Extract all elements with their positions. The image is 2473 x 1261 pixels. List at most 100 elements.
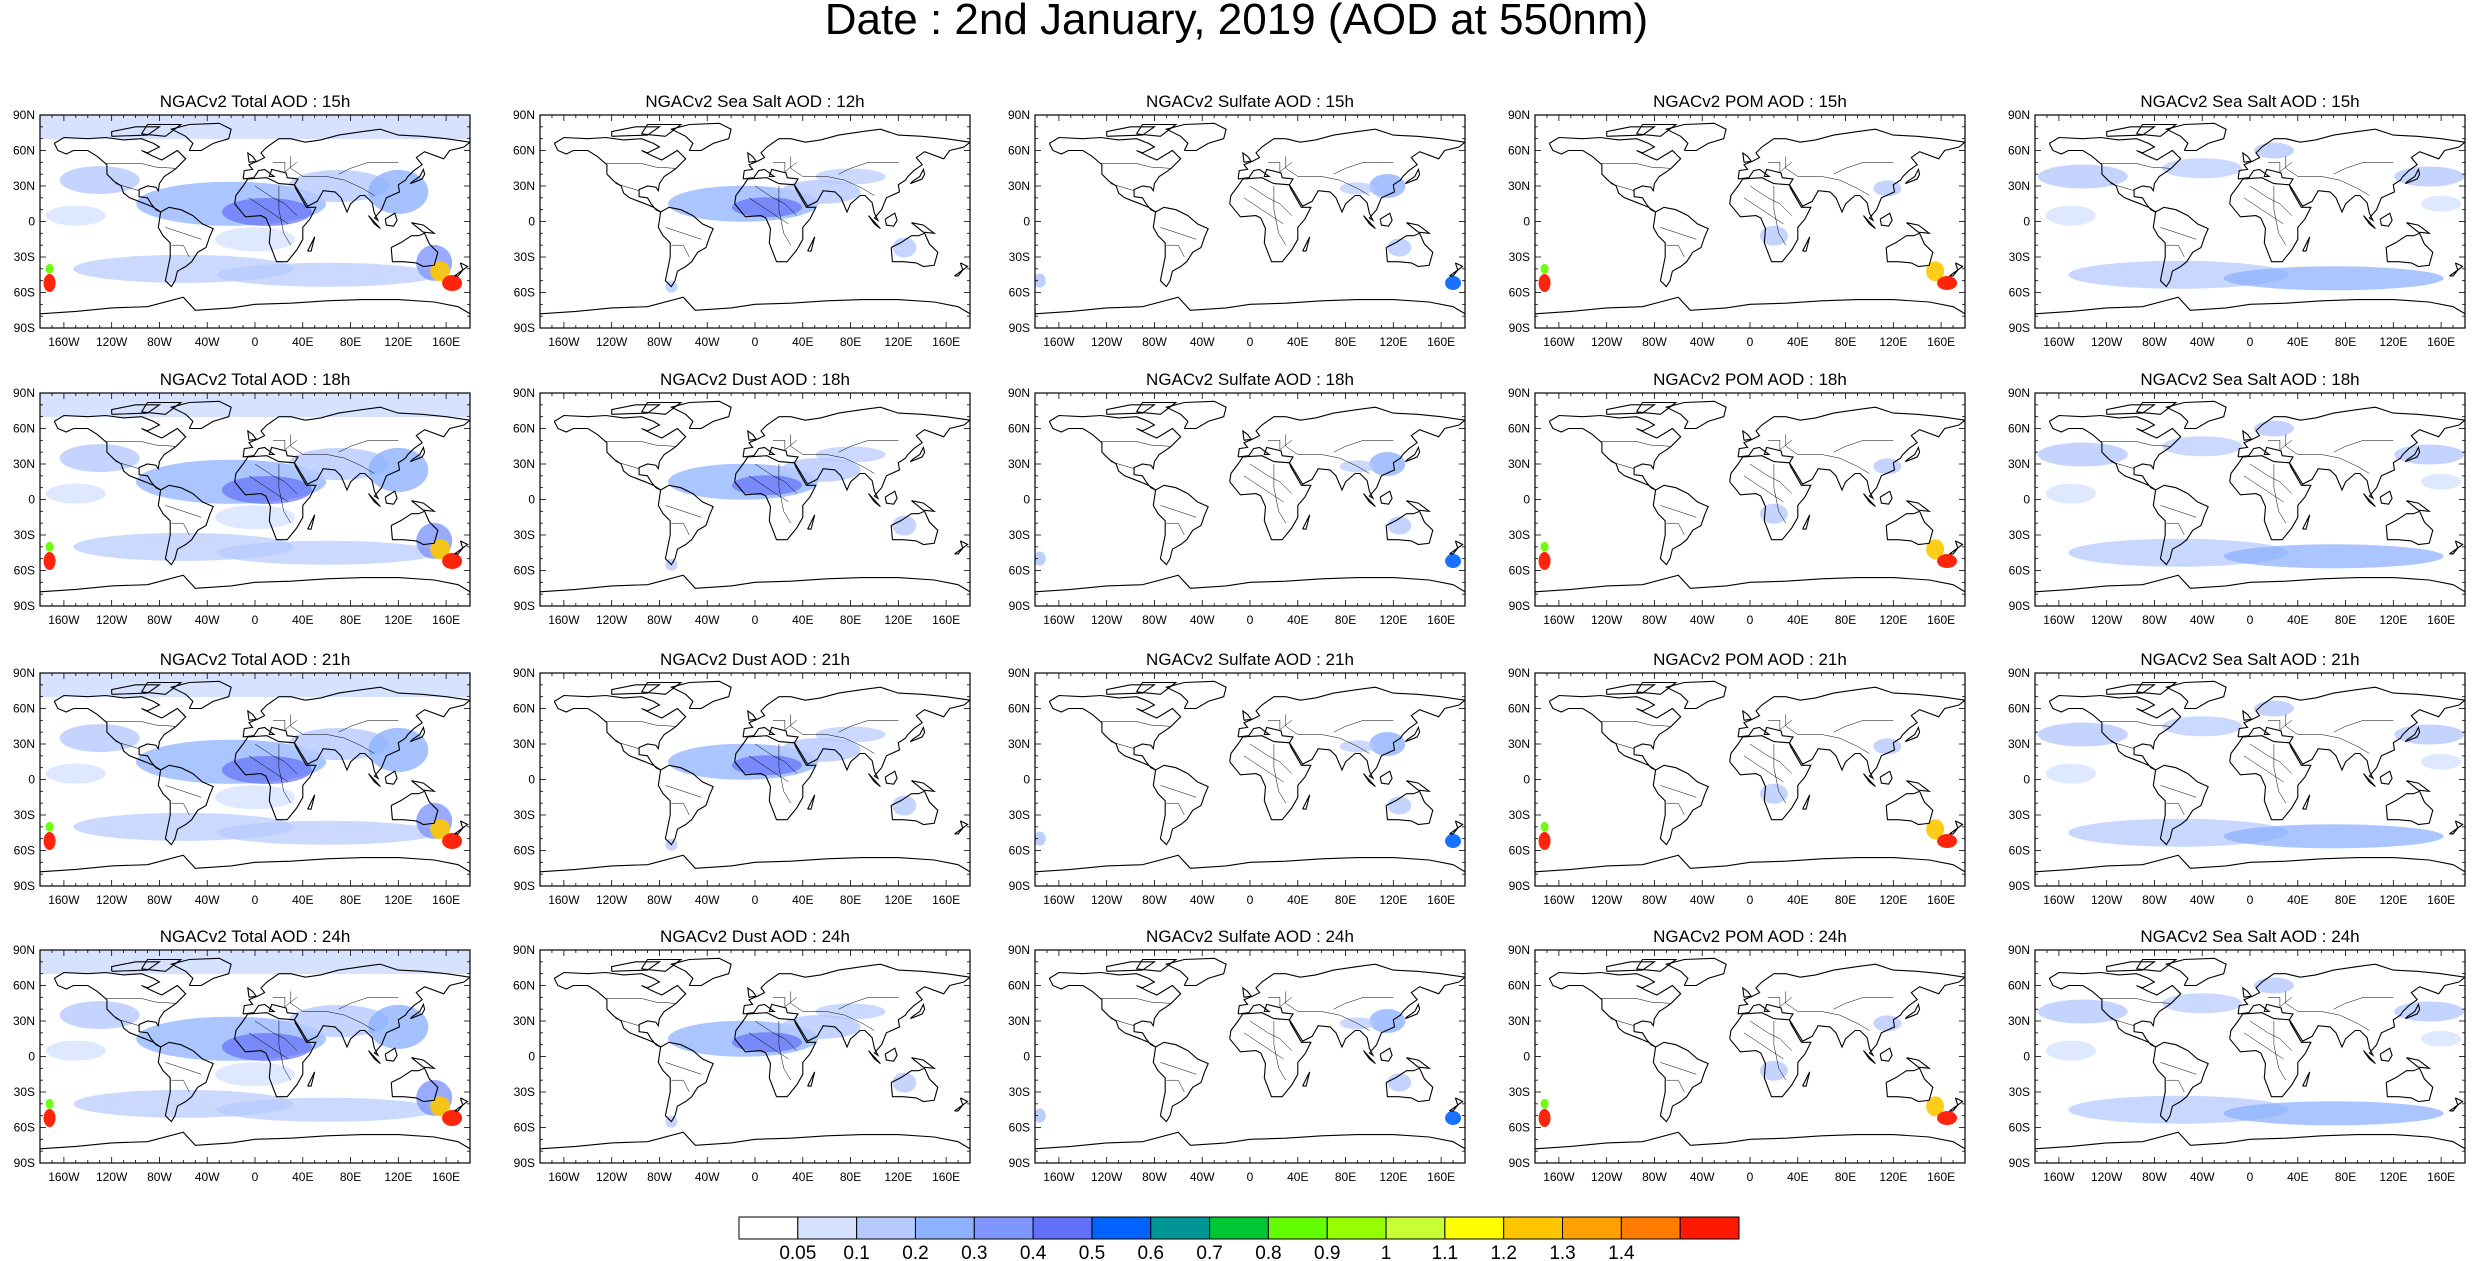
lat-tick-label: 0 bbox=[1523, 493, 1530, 507]
country-border bbox=[2285, 991, 2370, 1031]
country-border bbox=[105, 163, 176, 169]
coastline bbox=[611, 404, 662, 415]
coastline bbox=[959, 262, 969, 271]
coastline bbox=[1885, 790, 1934, 826]
coastline bbox=[2048, 971, 2182, 1048]
lat-tick-label: 60N bbox=[513, 702, 535, 716]
coastline bbox=[169, 122, 232, 152]
coastline bbox=[1136, 681, 1178, 695]
coastline bbox=[1035, 574, 1465, 593]
coastline bbox=[1885, 510, 1934, 546]
lon-tick-label: 80E bbox=[1335, 613, 1356, 627]
lat-tick-label: 60S bbox=[14, 564, 35, 578]
lon-tick-label: 0 bbox=[1747, 893, 1754, 907]
lon-tick-label: 160W bbox=[2043, 1170, 2075, 1184]
map-plot: 90N 60N 30N 0 30S 60S 90S 160W 120W 80W 40W 0 40E 80E… bbox=[2008, 108, 2466, 349]
coastline bbox=[2229, 455, 2312, 541]
coastline bbox=[2152, 1041, 2209, 1123]
coastline bbox=[1379, 770, 1393, 785]
coastline bbox=[390, 232, 439, 268]
coastline bbox=[807, 236, 816, 252]
lat-tick-label: 90N bbox=[513, 386, 535, 400]
coastline bbox=[307, 1071, 316, 1087]
country-border bbox=[1773, 744, 1787, 804]
country-border bbox=[2249, 185, 2292, 216]
lon-tick-label: 40W bbox=[1190, 335, 1215, 349]
country-border bbox=[115, 461, 140, 469]
coastline bbox=[409, 445, 426, 463]
coastline bbox=[454, 269, 464, 277]
lon-tick-label: 160E bbox=[1927, 613, 1955, 627]
country-border bbox=[1110, 183, 1135, 191]
lat-tick-label: 90S bbox=[1509, 599, 1530, 613]
lon-tick-label: 80W bbox=[1642, 893, 1667, 907]
coastline bbox=[1048, 694, 1182, 771]
aod-shading bbox=[215, 1062, 295, 1087]
panel-title: NGACv2 Total AOD : 18h bbox=[159, 370, 351, 389]
aod-shading bbox=[1538, 274, 1551, 293]
country-border bbox=[2267, 440, 2292, 451]
lat-tick-label: 60S bbox=[1509, 564, 1530, 578]
lat-tick-label: 60S bbox=[1509, 1121, 1530, 1135]
coastline bbox=[1302, 236, 1311, 252]
aod-shading bbox=[1445, 554, 1462, 569]
lon-tick-label: 80E bbox=[2335, 613, 2356, 627]
coastline bbox=[1885, 1067, 1934, 1103]
aod-shading bbox=[2421, 473, 2462, 490]
country-border bbox=[1666, 1079, 1685, 1093]
lat-tick-label: 90S bbox=[2009, 321, 2030, 335]
coastline bbox=[553, 971, 687, 1048]
country-border bbox=[2273, 1021, 2287, 1081]
lon-tick-label: 40E bbox=[792, 1170, 813, 1184]
lon-tick-label: 0 bbox=[252, 613, 259, 627]
lat-tick-label: 90S bbox=[1509, 1156, 1530, 1170]
aod-shading bbox=[1540, 263, 1549, 274]
lat-tick-label: 60N bbox=[1008, 144, 1030, 158]
aod-shading bbox=[43, 274, 56, 293]
country-border bbox=[2100, 998, 2171, 1004]
map-panel: NGACv2 Sea Salt AOD : 12h 90N 60N 30N 0 30S 60… bbox=[505, 92, 1005, 368]
lon-tick-label: 40W bbox=[1190, 1170, 1215, 1184]
coastline bbox=[1449, 1104, 1459, 1112]
lat-tick-label: 60S bbox=[2009, 844, 2030, 858]
country-border bbox=[338, 162, 399, 175]
coastline bbox=[1636, 681, 1678, 695]
lon-tick-label: 80W bbox=[1642, 613, 1667, 627]
lon-tick-label: 0 bbox=[2247, 893, 2254, 907]
coastline bbox=[1164, 122, 1227, 152]
country-border bbox=[2243, 197, 2284, 225]
country-border bbox=[1743, 475, 1784, 503]
lon-tick-label: 0 bbox=[2247, 613, 2254, 627]
lat-tick-label: 60S bbox=[514, 286, 535, 300]
country-border bbox=[2285, 714, 2370, 754]
country-border bbox=[1243, 197, 1284, 225]
lon-tick-label: 160W bbox=[48, 335, 80, 349]
coastline bbox=[411, 500, 437, 513]
map-panel: NGACv2 Sulfate AOD : 21h 90N 60N 30N 0 30S 60S… bbox=[1000, 650, 1500, 926]
aod-shading bbox=[2045, 1040, 2096, 1061]
coastline bbox=[454, 827, 464, 835]
aod-shading bbox=[1540, 821, 1549, 832]
aod-shading bbox=[2421, 753, 2462, 770]
map-plot: 90N 60N 30N 0 30S 60S 90S 160W 120W 80W 40W 0 40E 80E… bbox=[1508, 666, 1966, 907]
coastline bbox=[2385, 790, 2434, 826]
coastline bbox=[141, 401, 183, 415]
lat-tick-label: 30S bbox=[514, 528, 535, 542]
panel-title: NGACv2 Dust AOD : 18h bbox=[660, 370, 850, 389]
lon-tick-label: 160W bbox=[1543, 1170, 1575, 1184]
aod-shading bbox=[892, 515, 917, 536]
country-border bbox=[1285, 434, 1370, 474]
coastline bbox=[2385, 1067, 2434, 1103]
lon-tick-label: 80E bbox=[340, 1170, 361, 1184]
coastline bbox=[2302, 1071, 2311, 1087]
lon-tick-label: 120E bbox=[384, 613, 412, 627]
lon-tick-label: 120W bbox=[1091, 335, 1123, 349]
aod-shading bbox=[221, 1033, 312, 1062]
lon-tick-label: 40W bbox=[195, 613, 220, 627]
coastline bbox=[247, 429, 258, 441]
aod-shading bbox=[43, 832, 56, 851]
lon-tick-label: 40E bbox=[1287, 1170, 1308, 1184]
aod-shading bbox=[731, 197, 802, 218]
coastline bbox=[807, 794, 816, 810]
coastline bbox=[1729, 735, 1812, 821]
